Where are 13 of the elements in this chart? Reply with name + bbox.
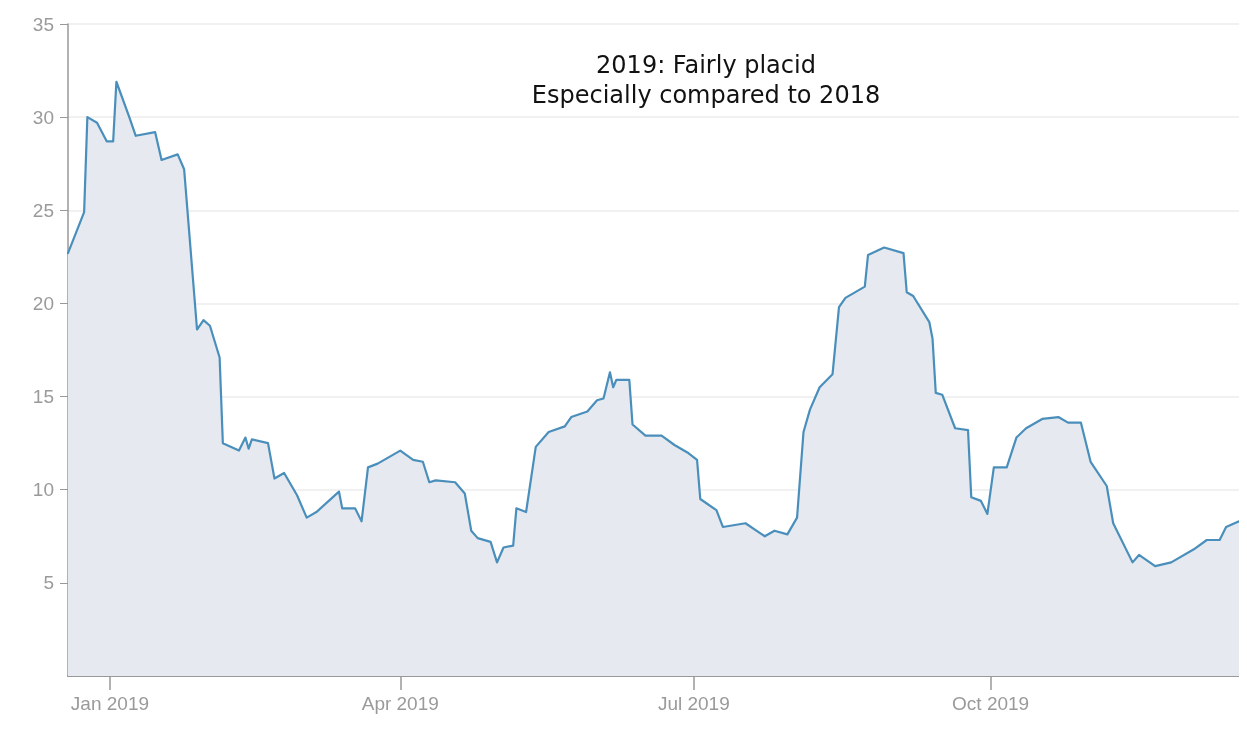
y-tick-label: 15 [32,386,54,408]
x-tick-label: Oct 2019 [952,693,1030,714]
y-tick-label: 25 [32,199,54,221]
y-tick-label: 30 [32,106,54,128]
annotation: 2019: Fairly placid [596,51,816,79]
y-tick-label: 5 [43,572,54,594]
y-tick-label: 10 [32,479,54,501]
x-tick-label: Jul 2019 [657,693,730,714]
annotation: Especially compared to 2018 [531,81,881,109]
y-tick-label: 35 [32,13,54,35]
y-tick-label: 20 [32,292,54,314]
x-tick-label: Jan 2019 [70,693,150,714]
x-tick-label: Apr 2019 [361,693,439,714]
